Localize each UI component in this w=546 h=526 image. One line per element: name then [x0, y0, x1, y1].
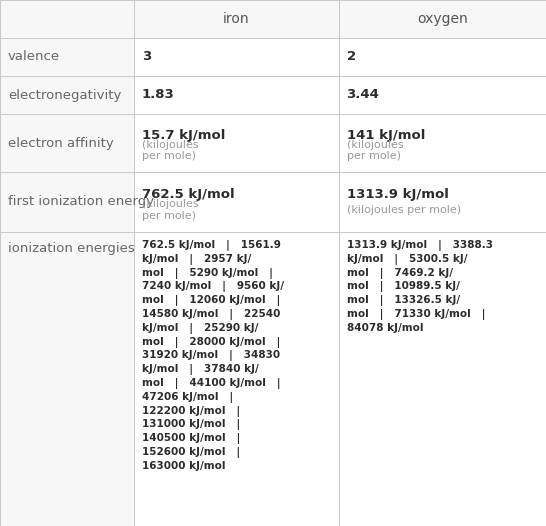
Text: 1.83: 1.83: [142, 88, 175, 102]
Text: ionization energies: ionization energies: [8, 242, 135, 255]
Text: valence: valence: [8, 50, 60, 64]
Bar: [339, 172, 546, 232]
Text: 141 kJ/mol: 141 kJ/mol: [347, 129, 425, 142]
Bar: [0, 38, 134, 76]
Bar: [134, 76, 339, 114]
Bar: [339, 76, 546, 114]
Text: 762.5 kJ/mol: 762.5 kJ/mol: [142, 188, 234, 201]
Bar: [134, 232, 339, 526]
Text: 1313.9 kJ/mol   |   3388.3
kJ/mol   |   5300.5 kJ/
mol   |   7469.2 kJ/
mol   | : 1313.9 kJ/mol | 3388.3 kJ/mol | 5300.5 k…: [347, 240, 492, 333]
Bar: [0, 172, 134, 232]
Bar: [134, 38, 339, 76]
Text: first ionization energy: first ionization energy: [8, 196, 154, 208]
Bar: [0, 232, 134, 526]
Text: oxygen: oxygen: [417, 12, 467, 26]
Bar: [339, 114, 546, 172]
Text: 3: 3: [142, 50, 151, 64]
Text: (kilojoules
per mole): (kilojoules per mole): [142, 199, 198, 220]
Bar: [339, 38, 546, 76]
Bar: [0, 114, 134, 172]
Text: 2: 2: [347, 50, 355, 64]
Bar: [134, 172, 339, 232]
Bar: [339, 232, 546, 526]
Text: 762.5 kJ/mol   |   1561.9
kJ/mol   |   2957 kJ/
mol   |   5290 kJ/mol   |
7240 k: 762.5 kJ/mol | 1561.9 kJ/mol | 2957 kJ/ …: [142, 240, 284, 471]
Text: (kilojoules
per mole): (kilojoules per mole): [347, 140, 403, 161]
Text: 15.7 kJ/mol: 15.7 kJ/mol: [142, 129, 225, 142]
Text: (kilojoules per mole): (kilojoules per mole): [347, 205, 461, 215]
Bar: [339, 0, 546, 38]
Bar: [0, 0, 134, 38]
Text: electronegativity: electronegativity: [8, 88, 121, 102]
Bar: [134, 114, 339, 172]
Text: iron: iron: [223, 12, 250, 26]
Text: 1313.9 kJ/mol: 1313.9 kJ/mol: [347, 188, 448, 201]
Bar: [0, 76, 134, 114]
Text: 3.44: 3.44: [347, 88, 379, 102]
Text: (kilojoules
per mole): (kilojoules per mole): [142, 140, 198, 161]
Text: electron affinity: electron affinity: [8, 137, 114, 149]
Bar: [134, 0, 339, 38]
